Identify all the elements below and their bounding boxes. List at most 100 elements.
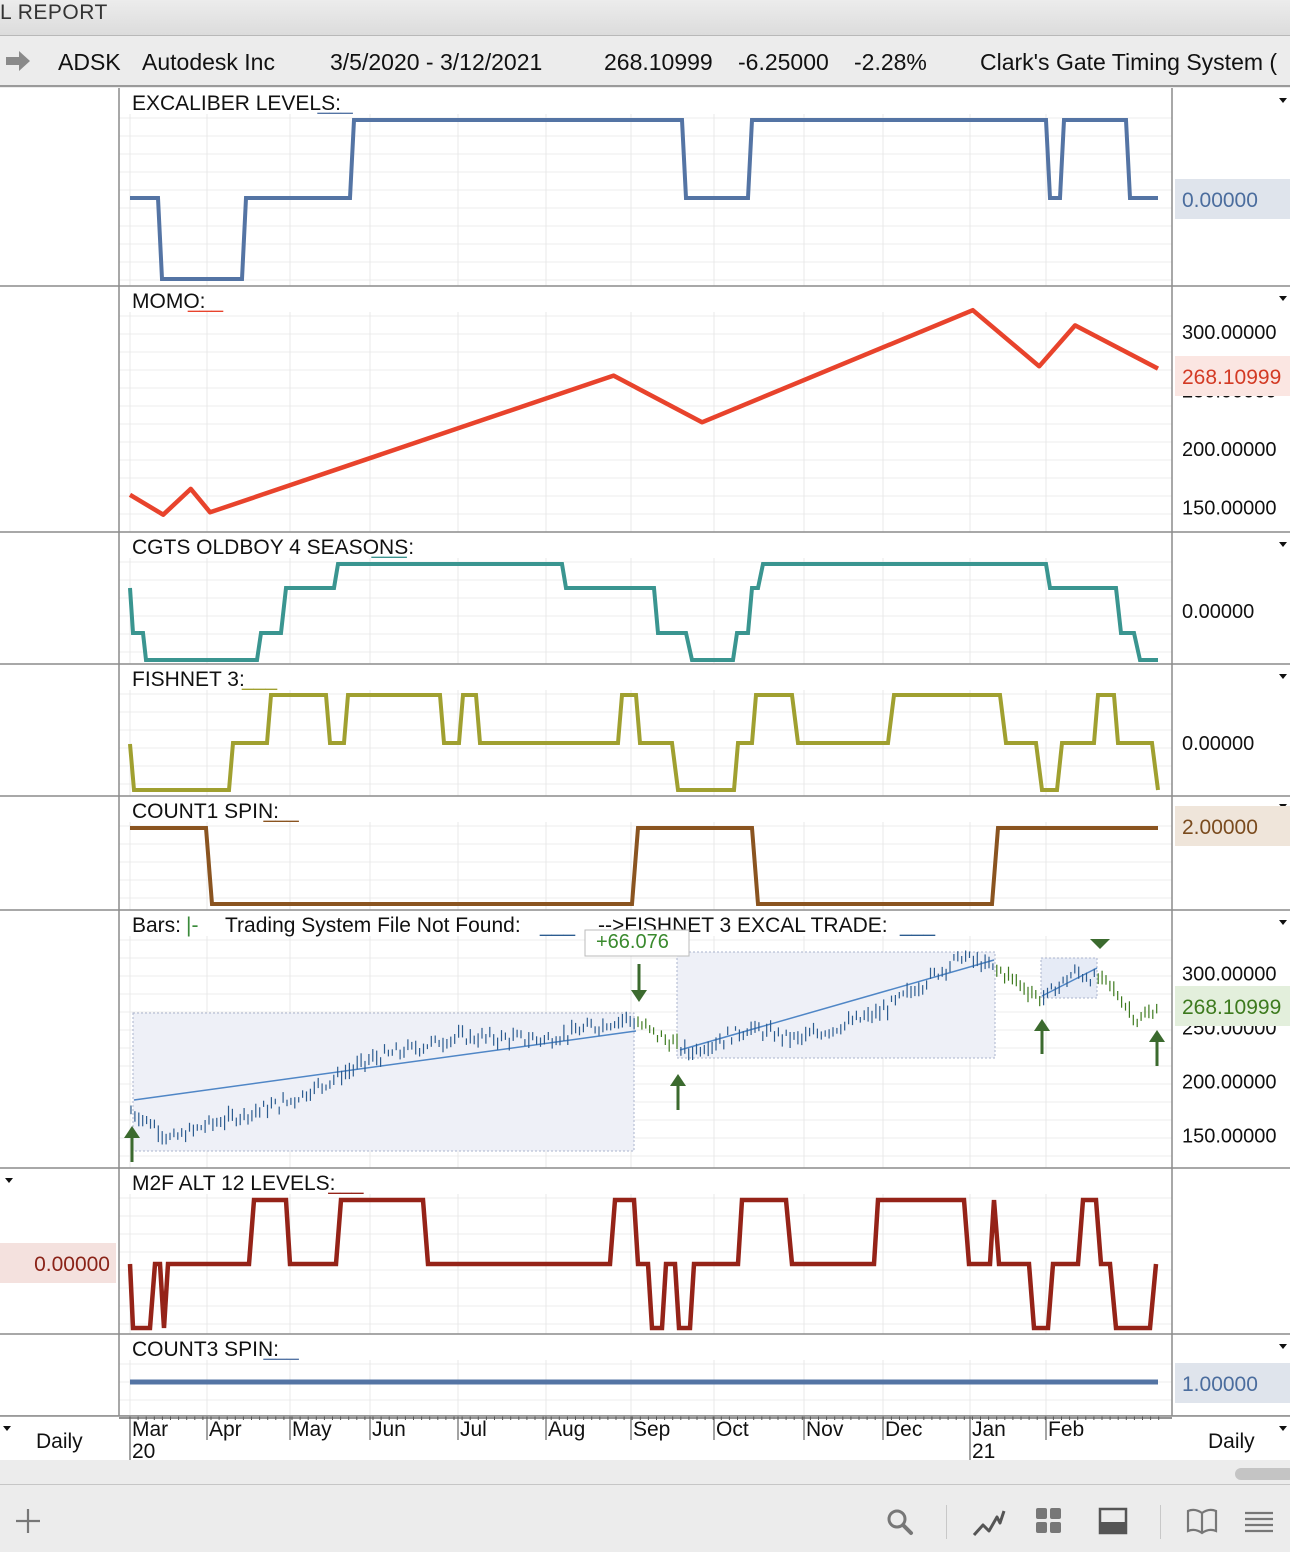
panel-label-excaliber: EXCALIBER LEVELS:: [132, 92, 341, 115]
grid-icon[interactable]: [1035, 1507, 1063, 1535]
panel-menu-caret-icon: [1279, 542, 1287, 547]
trade-annotation-label: +66.076: [596, 931, 669, 953]
panel-label-suffix-excaliber: ___: [317, 92, 353, 115]
value-badge-excaliber: 0.00000: [1175, 179, 1290, 219]
m2f-levels-line: [127, 1197, 1159, 1331]
value-badge-oldboy: 0.00000: [1182, 601, 1254, 623]
bars-style-marker: |-: [186, 914, 198, 937]
panel-icon[interactable]: [1098, 1507, 1128, 1535]
period-selector-left: Daily: [36, 1430, 83, 1453]
right-arrow-icon[interactable]: [4, 50, 32, 72]
horizontal-scrollbar[interactable]: [0, 1460, 1290, 1484]
book-icon[interactable]: [1186, 1507, 1218, 1535]
badge-text: 2.00000: [1182, 816, 1258, 839]
add-icon[interactable]: [14, 1507, 42, 1535]
momo-line: [128, 307, 1160, 517]
time-axis-month-label: Sep: [633, 1418, 670, 1441]
price-bars: [130, 950, 1158, 1145]
axis-tick-label: 150.00000: [1182, 497, 1277, 519]
panel-menu-caret-icon: [3, 1426, 11, 1431]
chart-background: [0, 88, 1290, 1460]
badge-bg: [0, 1243, 116, 1283]
axis-tick-label: 200.00000: [1182, 439, 1277, 461]
count1-spin-line: [130, 826, 1158, 906]
time-axis-bg: [0, 1416, 1290, 1460]
scrollbar-thumb[interactable]: [1235, 1468, 1290, 1480]
time-axis-month-label: Oct: [716, 1418, 749, 1441]
panel-menu-caret-icon: [1279, 920, 1287, 925]
chart-line-icon[interactable]: [972, 1507, 1006, 1537]
badge-bg: [1175, 179, 1290, 219]
badge-text: 268.10999: [1182, 366, 1281, 389]
panel-menu-caret-icon: [5, 1178, 13, 1183]
excaliber-levels-line: [130, 118, 1158, 281]
time-axis-month-label: May: [292, 1418, 332, 1441]
buy-arrow-head: [1034, 1019, 1050, 1031]
sell-marker-icon: [1090, 939, 1110, 949]
sell-arrow-head: [631, 990, 647, 1002]
time-axis-month-label: Jul: [460, 1418, 487, 1441]
date-range: 3/5/2020 - 3/12/2021: [330, 49, 543, 75]
panel-label-momo: MOMO:: [132, 290, 206, 313]
trend-line: [1041, 967, 1098, 997]
time-axis-month-label: Jun: [372, 1418, 406, 1441]
badge-bg: [1175, 806, 1290, 846]
company-name: Autodesk Inc: [142, 49, 275, 75]
panel-label-oldboy: CGTS OLDBOY 4 SEASONS:: [132, 536, 414, 559]
indicator-chart[interactable]: EXCALIBER LEVELS:___0.00000MOMO:___300.0…: [0, 88, 1290, 1460]
oldboy-seasons-line: [128, 562, 1158, 662]
panel-label-bars: Bars:: [132, 914, 181, 937]
buy-arrow-head: [124, 1126, 140, 1138]
panel-label-trading-system: Trading System File Not Found:: [225, 914, 521, 937]
value-badge-momo: 268.10999: [1175, 356, 1290, 396]
badge-text: 0.00000: [1182, 189, 1258, 212]
system-name: Clark's Gate Timing System (: [980, 49, 1278, 75]
panel-label-suffix-m2f: ___: [327, 1172, 363, 1195]
badge-bg: [1175, 356, 1290, 396]
panel-label-count1: COUNT1 SPIN:: [132, 800, 279, 823]
axis-tick-label: 300.00000: [1182, 963, 1277, 985]
panel-menu-caret-icon: [1279, 296, 1287, 301]
panel-label-suffix-oldboy: ___: [371, 536, 407, 559]
value-badge-m2f: 0.00000: [0, 1243, 116, 1283]
time-axis-month-label: Dec: [885, 1418, 922, 1441]
panel-menu-caret-icon: [1279, 674, 1287, 679]
window-titlebar: L REPORT: [0, 0, 1290, 36]
panel-label-suffix-momo: ___: [187, 290, 223, 313]
value-badge-count1: 2.00000: [1175, 806, 1290, 846]
toolbar-separator: [946, 1505, 947, 1539]
value-badge-count3: 1.00000: [1175, 1363, 1290, 1403]
search-icon[interactable]: [885, 1507, 915, 1537]
badge-text: 268.10999: [1182, 996, 1281, 1019]
trade-zone: [132, 1012, 635, 1152]
badge-text: 1.00000: [1182, 1373, 1258, 1396]
last-price: 268.10999: [604, 49, 713, 75]
time-axis-month-label: Jan: [972, 1418, 1006, 1441]
time-axis-month-label: Apr: [209, 1418, 242, 1441]
axis-tick-label: 200.00000: [1182, 1071, 1277, 1093]
menu-icon[interactable]: [1244, 1507, 1274, 1535]
panel-label-suffix-trade: ___: [899, 914, 935, 937]
time-axis-year-label: 21: [972, 1440, 995, 1460]
panel-menu-caret-icon: [1279, 98, 1287, 103]
badge-bg: [1175, 986, 1290, 1026]
value-badge-fishnet: 0.00000: [1182, 733, 1254, 755]
value-badge-bars: 268.10999: [1175, 986, 1290, 1026]
axis-tick-label: 300.00000: [1182, 322, 1277, 344]
symbol-info-bar: ADSK Autodesk Inc 3/5/2020 - 3/12/2021 2…: [0, 37, 1290, 87]
panel-label-suffix-bars: ___: [539, 914, 575, 937]
window-title: L REPORT: [0, 1, 108, 24]
time-axis-month-label: Nov: [806, 1418, 844, 1441]
time-axis-month-label: Mar: [132, 1418, 168, 1441]
period-selector-right: Daily: [1208, 1430, 1255, 1453]
badge-bg: [1175, 1363, 1290, 1403]
panel-label-fishnet: FISHNET 3:: [132, 668, 245, 691]
panel-label-suffix-count1: ___: [263, 800, 299, 823]
symbol-ticker: ADSK: [58, 49, 121, 75]
panel-menu-caret-icon: [1279, 1344, 1287, 1349]
price-change-percent: -2.28%: [854, 49, 927, 75]
panel-label-suffix-fishnet: ___: [241, 668, 277, 691]
time-axis-year-label: 20: [132, 1440, 155, 1460]
time-axis-month-label: Feb: [1048, 1418, 1084, 1441]
